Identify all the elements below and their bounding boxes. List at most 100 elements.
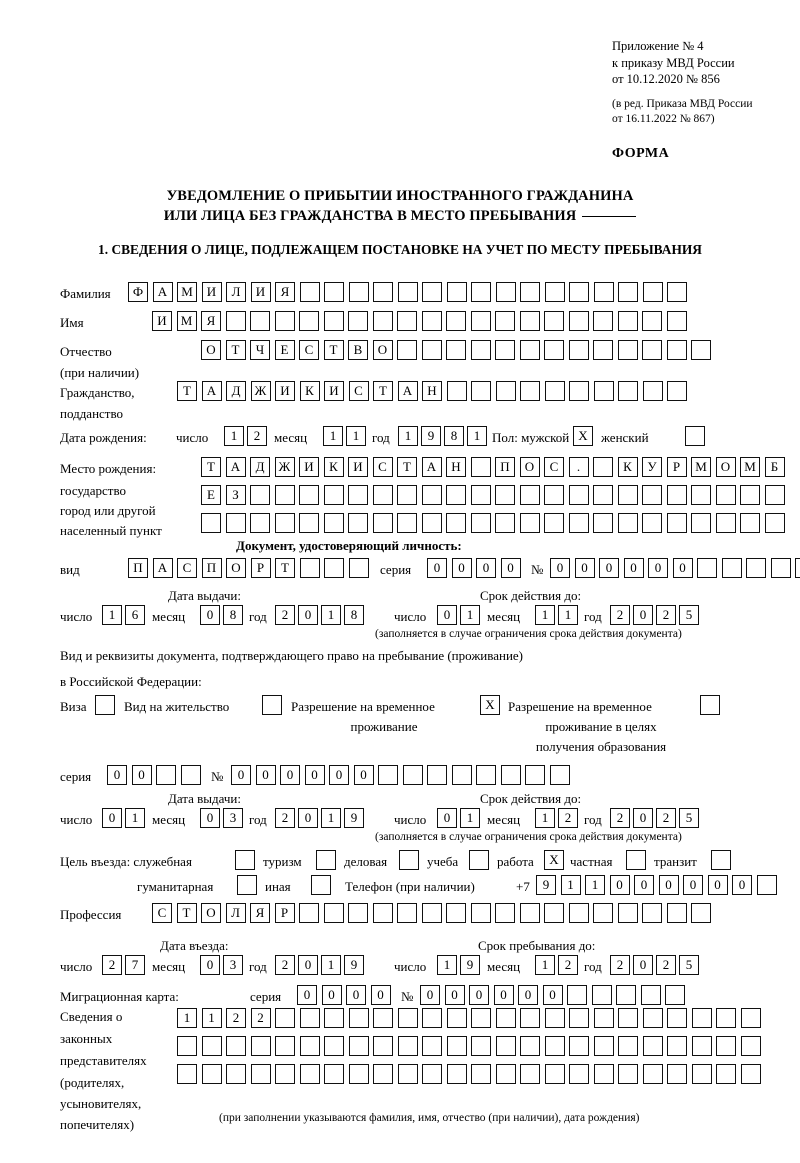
char-cell[interactable] (495, 1008, 516, 1028)
char-cell[interactable] (519, 903, 540, 923)
char-cell[interactable] (476, 765, 496, 785)
char-cell[interactable]: 2 (275, 605, 295, 625)
char-cell[interactable] (274, 311, 295, 331)
char-cell[interactable] (348, 282, 369, 302)
char-cell[interactable]: 0 (476, 558, 496, 578)
char-cell[interactable] (422, 1008, 442, 1028)
char-cell[interactable]: 0 (304, 765, 325, 785)
char-cell[interactable] (519, 311, 540, 331)
char-cell[interactable] (471, 1036, 491, 1056)
char-cell[interactable] (274, 513, 295, 533)
char-cell[interactable]: 1 (398, 426, 418, 446)
residence-permit-checkbox[interactable] (262, 695, 282, 715)
char-cell[interactable]: 2 (102, 955, 122, 975)
char-cell[interactable] (549, 765, 570, 785)
visa-checkbox[interactable] (95, 695, 115, 715)
char-cell[interactable] (201, 1036, 222, 1056)
char-cell[interactable] (721, 558, 742, 578)
char-cell[interactable] (618, 1008, 638, 1028)
char-cell[interactable] (397, 311, 417, 331)
char-cell[interactable] (642, 381, 663, 401)
char-cell[interactable]: А (152, 558, 173, 578)
char-cell[interactable] (618, 282, 638, 302)
char-cell[interactable] (618, 1036, 638, 1056)
char-cell[interactable] (446, 340, 466, 360)
char-cell[interactable]: 0 (280, 765, 300, 785)
char-cell[interactable] (593, 1036, 614, 1056)
char-cell[interactable] (397, 1036, 418, 1056)
char-cell[interactable] (201, 513, 221, 533)
char-cell[interactable] (397, 513, 417, 533)
char-cell[interactable] (348, 558, 369, 578)
char-cell[interactable] (324, 558, 344, 578)
char-cell[interactable] (299, 485, 319, 505)
char-cell[interactable] (667, 1036, 687, 1056)
char-cell[interactable] (746, 558, 766, 578)
char-cell[interactable]: 0 (437, 808, 457, 828)
char-cell[interactable] (299, 1008, 320, 1028)
char-cell[interactable] (324, 1064, 344, 1084)
char-cell[interactable] (397, 340, 417, 360)
char-cell[interactable] (756, 875, 777, 895)
char-cell[interactable]: 1 (437, 955, 457, 975)
char-cell[interactable] (323, 311, 344, 331)
char-cell[interactable]: 0 (102, 808, 122, 828)
char-cell[interactable]: 7 (125, 955, 145, 975)
char-cell[interactable] (180, 765, 201, 785)
char-cell[interactable]: 5 (679, 605, 699, 625)
char-cell[interactable]: 1 (585, 875, 605, 895)
char-cell[interactable]: 0 (469, 985, 489, 1005)
char-cell[interactable] (617, 903, 638, 923)
char-cell[interactable]: 0 (231, 765, 251, 785)
char-cell[interactable]: И (201, 282, 222, 302)
char-cell[interactable]: 1 (535, 605, 555, 625)
char-cell[interactable]: Т (275, 558, 295, 578)
char-cell[interactable]: 2 (226, 1008, 246, 1028)
char-cell[interactable]: 0 (321, 985, 342, 1005)
char-cell[interactable] (446, 282, 467, 302)
char-cell[interactable] (544, 513, 564, 533)
char-cell[interactable] (667, 1008, 687, 1028)
char-cell[interactable]: 2 (275, 955, 295, 975)
char-cell[interactable]: 0 (732, 875, 752, 895)
char-cell[interactable] (569, 1036, 589, 1056)
char-cell[interactable]: 0 (255, 765, 276, 785)
char-cell[interactable] (397, 903, 417, 923)
char-cell[interactable] (299, 1064, 320, 1084)
char-cell[interactable] (691, 513, 711, 533)
char-cell[interactable] (299, 513, 319, 533)
char-cell[interactable] (665, 985, 685, 1005)
char-cell[interactable] (667, 381, 687, 401)
char-cell[interactable] (348, 903, 368, 923)
char-cell[interactable] (500, 765, 521, 785)
char-cell[interactable] (177, 1036, 197, 1056)
char-cell[interactable] (715, 485, 736, 505)
char-cell[interactable]: 0 (633, 955, 653, 975)
char-cell[interactable] (348, 1064, 369, 1084)
char-cell[interactable] (427, 765, 447, 785)
char-cell[interactable]: 2 (656, 955, 676, 975)
char-cell[interactable] (373, 1064, 393, 1084)
char-cell[interactable] (471, 282, 491, 302)
char-cell[interactable] (446, 381, 467, 401)
char-cell[interactable]: 1 (321, 605, 341, 625)
char-cell[interactable]: 9 (344, 808, 364, 828)
char-cell[interactable] (519, 485, 540, 505)
char-cell[interactable]: Т (397, 457, 417, 477)
char-cell[interactable] (740, 1064, 761, 1084)
char-cell[interactable] (470, 513, 491, 533)
char-cell[interactable] (421, 485, 442, 505)
